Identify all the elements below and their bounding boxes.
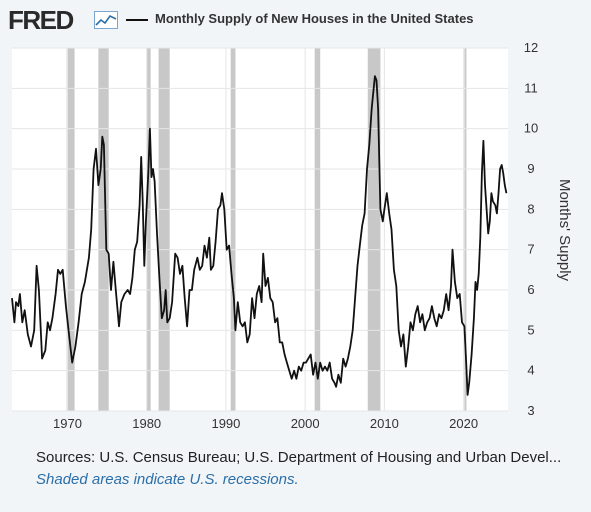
legend-line-swatch: [126, 19, 148, 21]
recession-band-0: [66, 48, 75, 411]
y-tick-labels: 3 4 5 6 7 8 9 10 11 12: [524, 40, 538, 418]
recession-bands: [66, 48, 467, 411]
recession-band-4: [230, 48, 236, 411]
x-tick-label: 1990: [211, 416, 240, 431]
series-line-layer: [11, 75, 508, 396]
y-tick-label: 6: [527, 282, 534, 297]
recession-band-6: [367, 48, 381, 411]
x-tick-label: 1980: [132, 416, 161, 431]
y-tick-label: 12: [524, 40, 538, 55]
y-tick-label: 7: [527, 242, 534, 257]
x-tick-label: 2000: [291, 416, 320, 431]
sources-text: Sources: U.S. Census Bureau; U.S. Depart…: [36, 449, 562, 466]
chart-line-icon: [94, 11, 118, 29]
recession-band-7: [464, 48, 467, 411]
y-tick-label: 5: [527, 322, 534, 337]
plot-area: [12, 48, 508, 411]
x-tick-labels: 1970 1980 1990 2000 2010 2020: [53, 416, 478, 431]
recession-band-3: [158, 48, 170, 411]
x-tick-label: 2020: [449, 416, 478, 431]
y-tick-label: 8: [527, 201, 534, 216]
recession-note[interactable]: Shaded areas indicate U.S. recessions.: [36, 471, 299, 488]
fred-logo[interactable]: FRED: [8, 5, 74, 35]
y-tick-label: 4: [527, 363, 534, 378]
x-tick-label: 1970: [53, 416, 82, 431]
chart-plot[interactable]: 1970 1980 1990 2000 2010 2020 3 4 5 6 7 8 9 10 11 12 M…: [0, 30, 591, 440]
recession-band-1: [98, 48, 109, 411]
y-tick-label: 10: [524, 121, 538, 136]
chart-title: Monthly Supply of New Houses in the Unit…: [155, 11, 474, 26]
y-tick-label: 3: [527, 403, 534, 418]
y-tick-label: 9: [527, 161, 534, 176]
y-tick-label: 11: [524, 80, 538, 95]
recession-band-2: [146, 48, 151, 411]
series-line-0: [11, 75, 508, 396]
x-tick-label: 2010: [370, 416, 399, 431]
chart-header: FRED Monthly Supply of New Houses in the…: [8, 4, 578, 35]
recession-band-5: [314, 48, 321, 411]
y-axis-title: Months' Supply: [556, 179, 573, 282]
